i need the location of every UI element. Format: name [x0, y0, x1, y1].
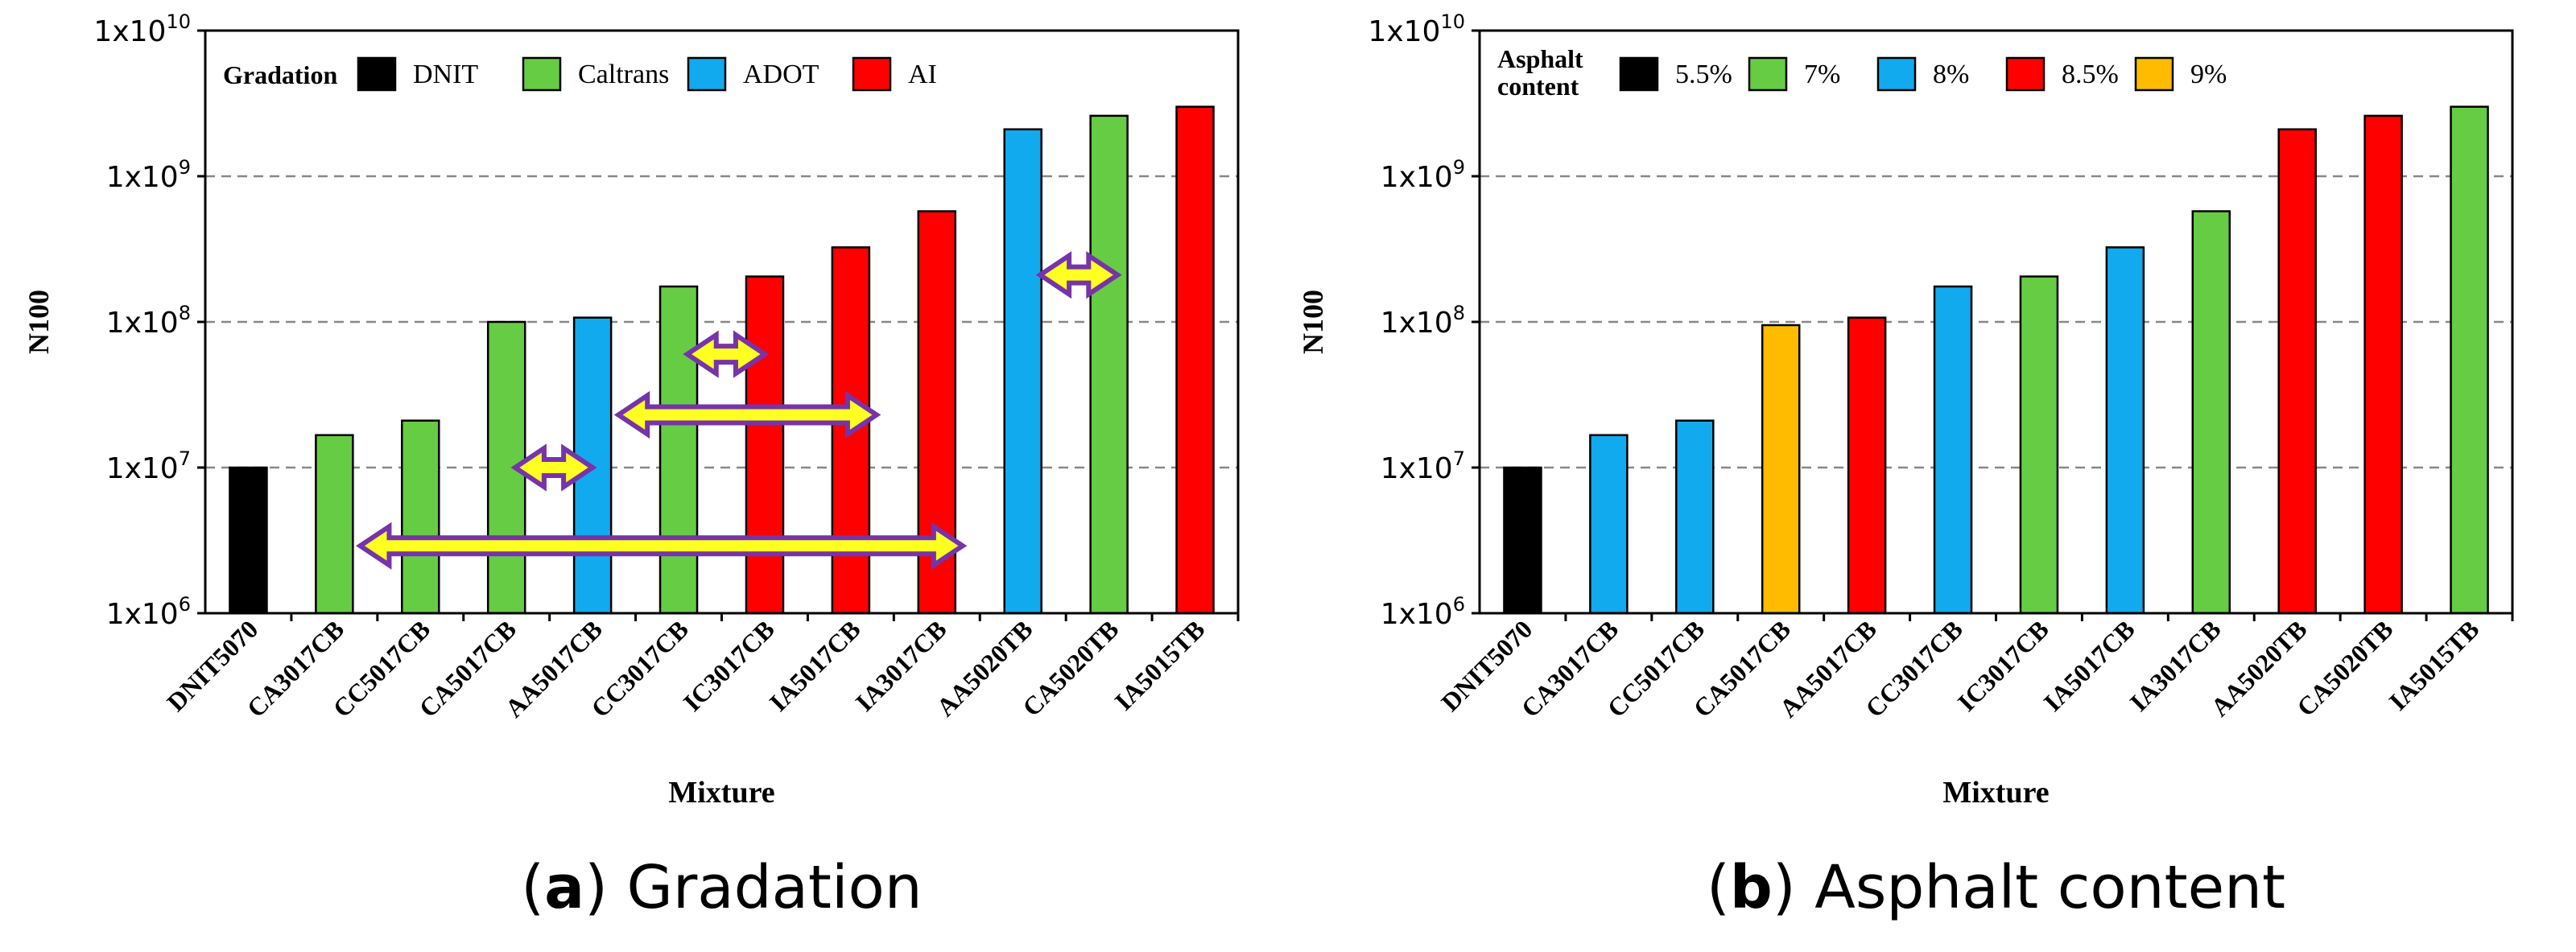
y-tick-label: 1x1010: [93, 10, 191, 48]
y-tick-label: 1x109: [106, 156, 191, 194]
x-tick-label: IC3017CB: [678, 614, 780, 716]
legend-title: Asphalt: [1497, 44, 1583, 73]
legend-title: Gradation: [223, 60, 337, 89]
x-tick-label: IA5017CB: [2038, 614, 2140, 716]
legend-swatch: [687, 56, 727, 92]
x-tick-label: IA5015TB: [2383, 614, 2484, 715]
legend: Gradation DNIT Caltrans ADOT AI: [223, 56, 937, 92]
bar-ia5017cb: [2105, 246, 2145, 615]
x-tick-label: IA5017CB: [764, 614, 866, 716]
legend-label: AI: [908, 60, 937, 89]
legend-swatch: [852, 56, 892, 92]
legend-swatch: [2134, 56, 2174, 92]
bar-ca3017cb: [1589, 434, 1629, 615]
legend-label: 9%: [2190, 60, 2227, 89]
double-arrow-annotation: [510, 443, 597, 492]
bar-ia3017cb: [2191, 210, 2231, 615]
legend-swatch: [1876, 56, 1917, 92]
y-tick-label: 1x109: [1381, 156, 1465, 194]
y-tick-label: 1x108: [1381, 302, 1465, 340]
y-tick-label: 1x108: [106, 302, 191, 340]
bar-ca5020tb: [1089, 114, 1129, 615]
y-tick-label: 1x1010: [1368, 10, 1465, 48]
legend-label: 8.5%: [2062, 60, 2119, 89]
chart-a: 1x1061x1071x1081x1091x1010DNIT5070CA3017…: [23, 10, 1240, 922]
legend-label: DNIT: [413, 60, 478, 89]
bar-ic3017cb: [745, 275, 785, 615]
legend-swatch: [1619, 56, 1659, 92]
bar-dnit5070: [229, 466, 268, 615]
y-tick-label: 1x107: [1381, 447, 1465, 485]
y-axis-title: N100: [23, 290, 55, 354]
bar-dnit5070: [1503, 466, 1542, 615]
bar-ia5015tb: [1175, 105, 1215, 615]
legend-label: 8%: [1933, 60, 1969, 89]
bar-cc3017cb: [1933, 285, 1973, 615]
figure-caption: (a) Gradation: [521, 853, 922, 922]
x-axis-title: Mixture: [668, 776, 774, 810]
double-arrow-annotation: [1035, 251, 1122, 299]
bar-ic3017cb: [2019, 275, 2059, 615]
double-arrow-annotation: [683, 330, 770, 378]
bar-cc5017cb: [1675, 419, 1715, 615]
bar-ca3017cb: [315, 434, 354, 615]
legend-title: content: [1497, 72, 1579, 101]
double-arrow-annotation: [356, 521, 968, 570]
bar-aa5020tb: [1003, 128, 1042, 615]
chart-b: 1x1061x1071x1081x1091x1010DNIT5070CA3017…: [1297, 10, 2514, 922]
y-axis-title: N100: [1297, 290, 1329, 354]
legend-label: 7%: [1804, 60, 1840, 89]
bar-ca5017cb: [1761, 324, 1801, 615]
legend-swatch: [357, 56, 397, 92]
figure-caption: (b) Asphalt content: [1707, 853, 2285, 922]
y-tick-label: 1x107: [106, 447, 191, 485]
legend-label: Caltrans: [578, 60, 669, 89]
legend-label: ADOT: [743, 60, 819, 89]
y-tick-label: 1x106: [106, 593, 191, 631]
bar-ca5020tb: [2363, 114, 2403, 615]
legend-swatch: [522, 56, 562, 92]
legend-swatch: [1748, 56, 1788, 92]
x-tick-label: IC3017CB: [1952, 614, 2054, 716]
bar-aa5020tb: [2277, 128, 2317, 615]
bar-cc5017cb: [401, 419, 440, 615]
bar-aa5017cb: [1847, 316, 1887, 615]
bar-cc3017cb: [658, 285, 699, 615]
bar-ia5015tb: [2450, 105, 2489, 615]
double-arrow-annotation: [613, 390, 881, 439]
x-axis-title: Mixture: [1942, 776, 2049, 810]
legend-swatch: [2005, 56, 2046, 92]
y-tick-label: 1x106: [1381, 593, 1465, 631]
legend-label: 5.5%: [1675, 60, 1732, 89]
x-tick-label: IA5015TB: [1108, 614, 1210, 715]
